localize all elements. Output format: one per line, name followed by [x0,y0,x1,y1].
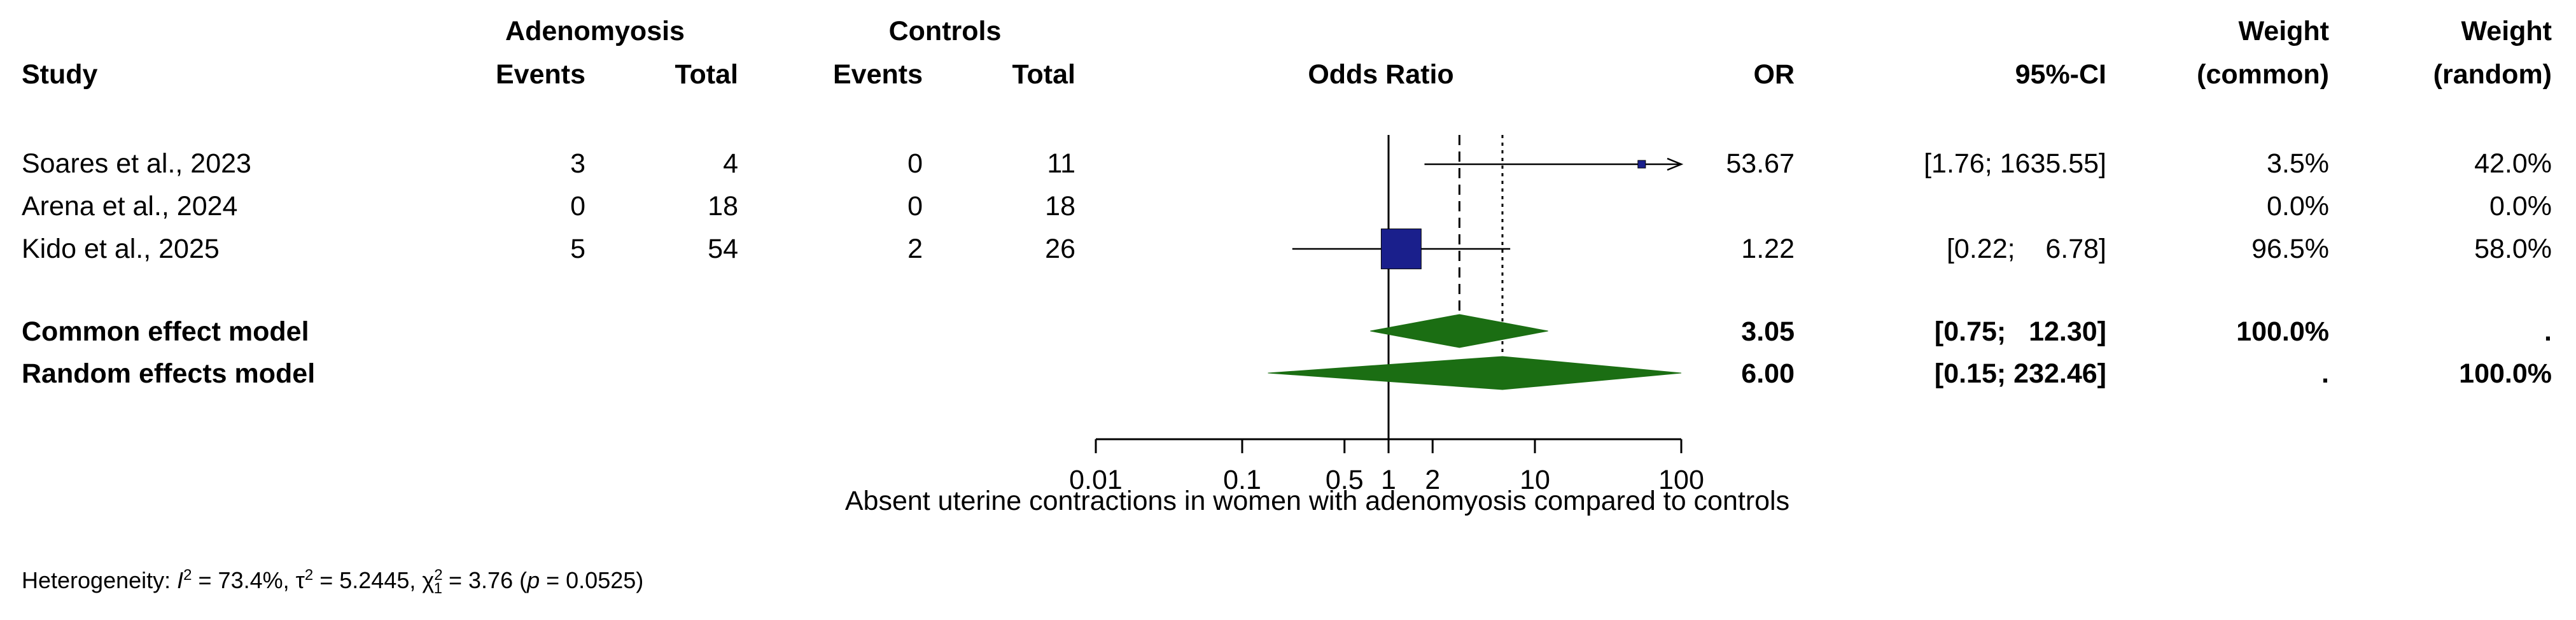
events-adenomyosis: 0 [570,191,585,222]
events-controls: 0 [907,148,923,179]
or-value: 3.05 [1741,316,1795,347]
model-name: Random effects model [22,358,316,389]
x-tick-label: 100 [1658,465,1704,495]
weight-common: 3.5% [2266,148,2329,179]
weight-common: . [2321,358,2329,389]
events-adenomyosis: 3 [570,148,585,179]
model-diamond [1268,356,1682,390]
ci-value: [0.22; 6.78] [1946,234,2106,264]
weight-random: 42.0% [2474,148,2552,179]
study-square [1380,229,1422,269]
ci-value: [0.75; 12.30] [1934,316,2106,347]
ci-value: [1.76; 1635.55] [1924,148,2106,179]
x-tick-label: 0.1 [1223,465,1261,495]
study-square [1637,160,1646,169]
weight-common: 100.0% [2236,316,2329,347]
total-adenomyosis: 4 [723,148,738,179]
events1-header: Events [495,59,585,90]
group2-header: Controls [888,16,1002,46]
x-tick-label: 2 [1425,465,1440,495]
total-adenomyosis: 54 [708,234,738,264]
tau2-value: = 5.2445, [313,567,423,593]
total-controls: 26 [1045,234,1075,264]
events-adenomyosis: 5 [570,234,585,264]
events-controls: 2 [907,234,923,264]
ci-header: 95%-CI [2015,59,2106,90]
weight-common: 0.0% [2266,191,2329,222]
weight-common: 96.5% [2251,234,2329,264]
study-name: Kido et al., 2025 [22,234,220,264]
weight-random-header-1: Weight [2461,16,2552,46]
or-value: 53.67 [1726,148,1795,179]
x-tick-label: 10 [1520,465,1550,495]
weight-random-header-2: (random) [2433,59,2552,90]
total-controls: 11 [1047,148,1075,179]
x-tick-label: 0.01 [1069,465,1123,495]
study-header: Study [22,59,98,90]
total-adenomyosis: 18 [708,191,738,222]
study-name: Soares et al., 2023 [22,148,251,179]
study-name: Arena et al., 2024 [22,191,238,222]
ci-arrow [1667,157,1684,171]
total-controls: 18 [1045,191,1075,222]
weight-random: 0.0% [2489,191,2552,222]
total2-header: Total [1012,59,1075,90]
x-axis-label: Absent uterine contractions in women wit… [844,486,1790,516]
events2-header: Events [832,59,923,90]
model-diamond [1370,314,1548,348]
x-tick-label: 0.5 [1326,465,1364,495]
i2-value: = 73.4%, [192,567,296,593]
model-name: Common effect model [22,316,309,347]
or-value: 6.00 [1741,358,1795,389]
x-tick-label: 1 [1381,465,1396,495]
odds-ratio-header: Odds Ratio [1308,59,1454,90]
chi2-value: = 3.76 ( [442,567,528,593]
heterogeneity-text: Heterogeneity: I2 = 73.4%, τ2 = 5.2445, … [22,567,644,598]
weight-common-header-2: (common) [2197,59,2329,90]
weight-random: . [2544,316,2552,347]
p-value: = 0.0525) [540,567,644,593]
weight-random: 100.0% [2459,358,2552,389]
ci-value: [0.15; 232.46] [1934,358,2106,389]
or-value: 1.22 [1741,234,1795,264]
heterogeneity-prefix: Heterogeneity: [22,567,178,593]
total1-header: Total [675,59,738,90]
weight-common-header-1: Weight [2238,16,2329,46]
or-header: OR [1753,59,1795,90]
weight-random: 58.0% [2474,234,2552,264]
group1-header: Adenomyosis [505,16,685,46]
events-controls: 0 [907,191,923,222]
